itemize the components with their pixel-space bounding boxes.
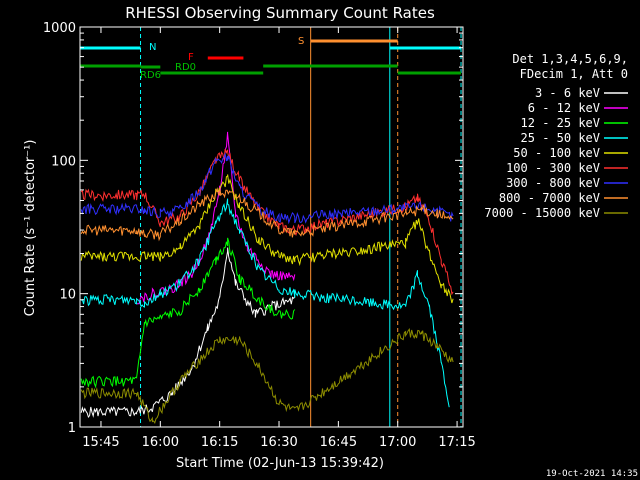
annotation-rd6: RD6 <box>140 70 161 81</box>
series-line-7 <box>80 187 454 242</box>
series-line-6 <box>80 152 454 225</box>
annotation-n: N <box>149 42 156 53</box>
legend-label: 800 - 7000 keV <box>499 191 600 205</box>
series-line-8 <box>80 328 454 424</box>
x-tick-label: 16:45 <box>320 435 357 450</box>
legend-label: 12 - 25 keV <box>521 116 600 130</box>
x-tick-label: 16:30 <box>260 435 297 450</box>
legend-detector-line-1: Det 1,3,4,5,6,9, <box>512 52 628 66</box>
legend-label: 300 - 800 keV <box>506 176 600 190</box>
legend-detector-line-2: FDecim 1, Att 0 <box>520 67 628 81</box>
y-axis-label: Count Rate (s⁻¹ detector⁻¹) <box>23 140 38 317</box>
y-tick-label: 1000 <box>43 21 76 36</box>
chart-title: RHESSI Observing Summary Count Rates <box>125 4 435 22</box>
annotation-s: S <box>298 36 304 47</box>
legend-label: 6 - 12 keV <box>528 101 600 115</box>
series-line-5 <box>80 148 454 296</box>
series-line-4 <box>80 174 454 304</box>
chart-marks: N F S RD0 RD6 <box>79 27 462 427</box>
annotation-f: F <box>188 52 194 63</box>
legend-label: 3 - 6 keV <box>535 86 600 100</box>
x-axis-label: Start Time (02-Jun-13 15:39:42) <box>176 456 384 471</box>
x-tick-label: 15:45 <box>82 435 119 450</box>
footer-timestamp: 19-Oct-2021 14:35 <box>546 469 638 479</box>
y-tick-label: 100 <box>51 154 76 169</box>
series-line-3 <box>80 198 450 408</box>
x-tick-label: 17:15 <box>438 435 475 450</box>
series-line-2 <box>80 237 296 389</box>
legend-label: 100 - 300 keV <box>506 161 600 175</box>
legend-label: 25 - 50 keV <box>521 131 600 145</box>
series-line-0 <box>80 247 296 419</box>
annotation-rd0: RD0 <box>175 62 196 73</box>
legend-label: 7000 - 15000 keV <box>484 206 600 220</box>
x-tick-label: 17:00 <box>379 435 416 450</box>
legend-label: 50 - 100 keV <box>513 146 600 160</box>
axis-ticks: 15:45 16:00 16:15 16:30 16:45 17:00 17:15 1 10 10… <box>43 21 476 450</box>
x-tick-label: 16:15 <box>201 435 238 450</box>
x-tick-label: 16:00 <box>142 435 179 450</box>
legend: Det 1,3,4,5,6,9, FDecim 1, Att 0 3 - 6 k… <box>484 52 628 220</box>
y-tick-label: 1 <box>68 421 76 436</box>
y-tick-label: 10 <box>59 288 76 303</box>
plot-frame <box>79 26 464 428</box>
